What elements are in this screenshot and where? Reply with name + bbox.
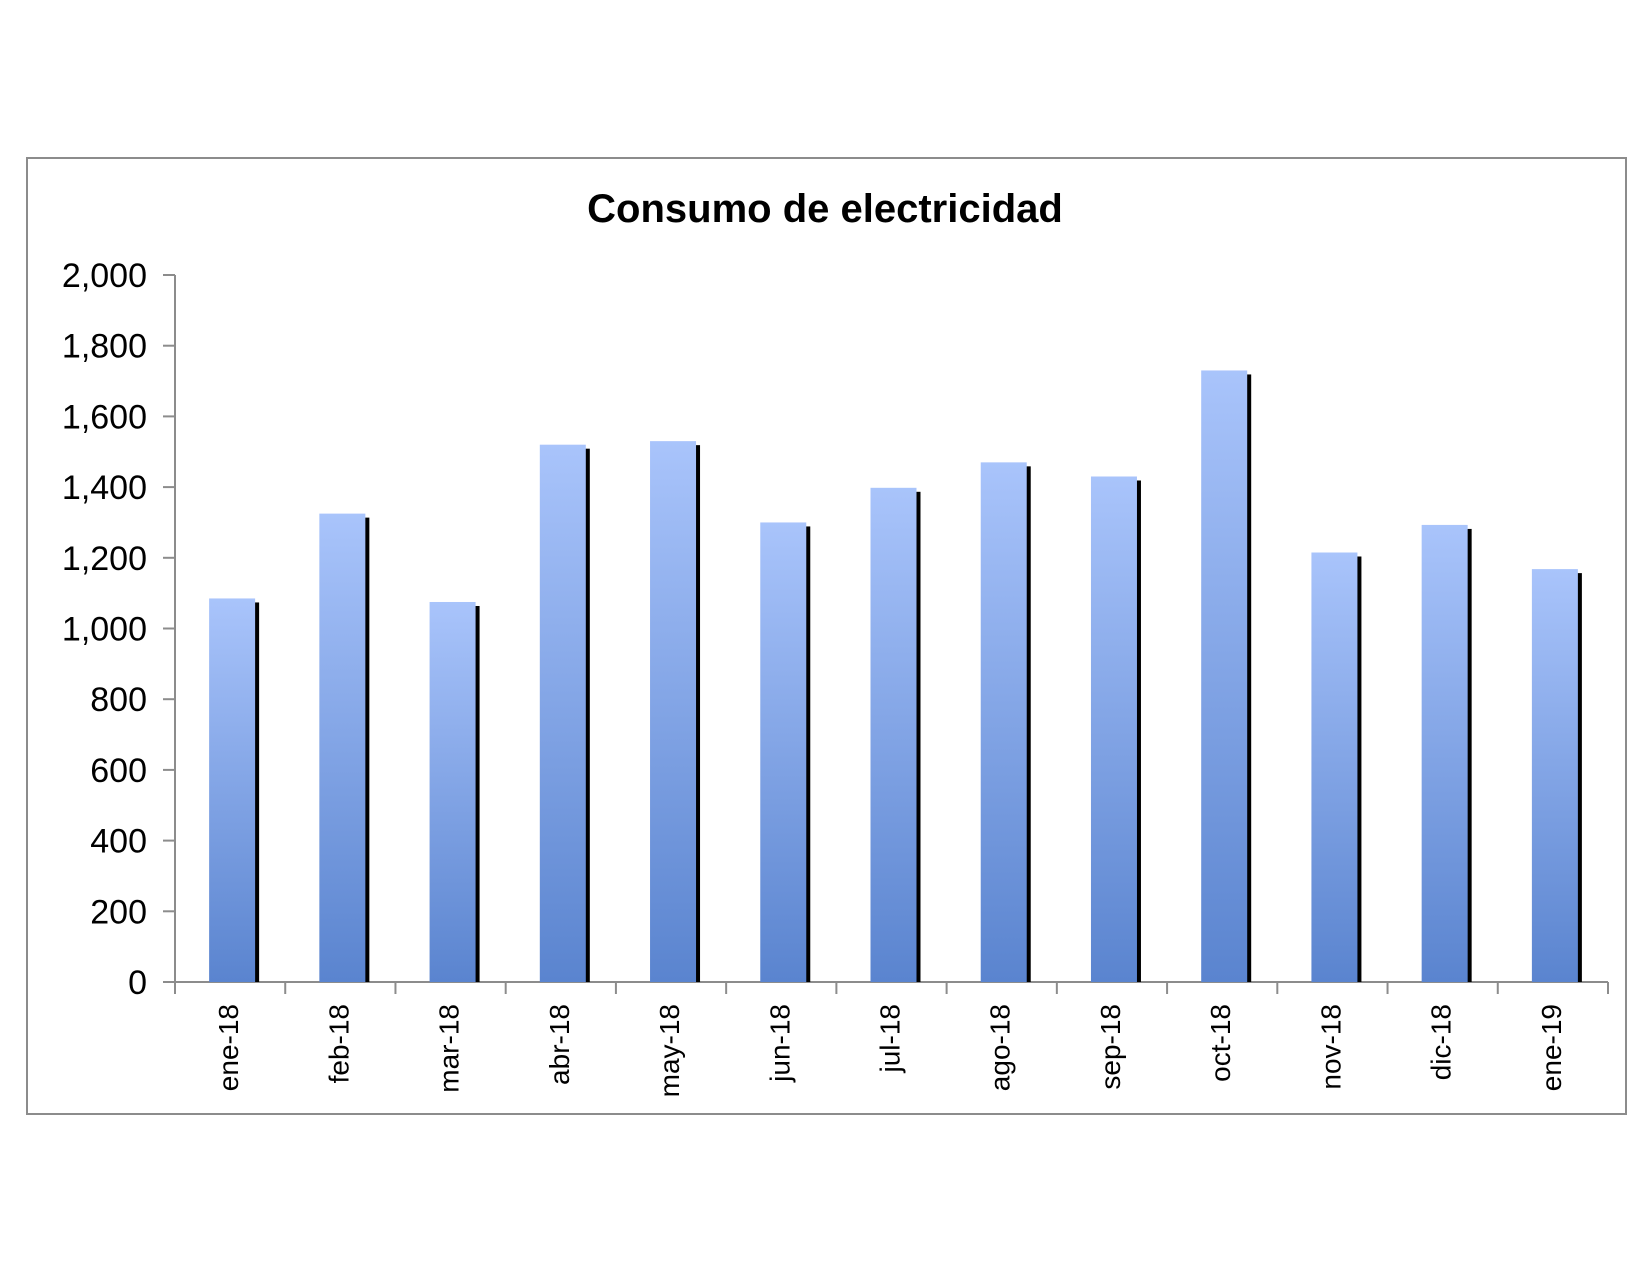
bar (1531, 569, 1578, 982)
y-tick-label: 200 (90, 893, 147, 931)
bar (760, 522, 807, 982)
x-tick-label: ene-19 (1536, 1004, 1567, 1091)
y-tick-labels: 0 200 400 600 800 1,000 1,200 1,400 1,600 1,800 2,… (62, 257, 147, 1002)
bar (650, 441, 697, 982)
bar (1311, 552, 1358, 982)
bars (209, 370, 1582, 983)
bar (429, 601, 476, 982)
y-tick-label: 1,000 (62, 611, 147, 649)
x-tick-label: ene-18 (213, 1004, 244, 1091)
x-tick-label: nov-18 (1315, 1004, 1346, 1090)
x-tick-label: mar-18 (434, 1004, 465, 1093)
bar (539, 444, 586, 982)
bar (980, 462, 1027, 983)
bar (1421, 524, 1468, 982)
y-tick-label: 0 (128, 964, 147, 1002)
y-tick-label: 1,200 (62, 540, 147, 578)
y-tick-label: 1,600 (62, 398, 147, 436)
bar (870, 487, 917, 982)
x-tick-label: jul-18 (875, 1004, 906, 1073)
y-tick-label: 400 (90, 823, 147, 861)
bar (209, 598, 256, 982)
x-tick-labels: ene-18 feb-18 mar-18 abr-18 may-18 jun-18 jul-… (213, 1004, 1567, 1097)
y-tick-label: 1,400 (62, 469, 147, 507)
x-tick-label: dic-18 (1426, 1004, 1457, 1080)
bar (1090, 476, 1137, 982)
x-tick-label: ago-18 (985, 1004, 1016, 1091)
x-tick-label: jun-18 (764, 1004, 795, 1083)
y-tick-label: 1,800 (62, 328, 147, 366)
y-tick-label: 600 (90, 752, 147, 790)
bar (1201, 370, 1248, 982)
chart-title: Consumo de electricidad (587, 187, 1063, 231)
x-tick-label: feb-18 (323, 1004, 354, 1083)
x-tick-label: may-18 (654, 1004, 685, 1097)
x-tick-label: sep-18 (1095, 1004, 1126, 1090)
x-tick-label: abr-18 (544, 1004, 575, 1085)
y-tick-label: 800 (90, 681, 147, 719)
bar (319, 513, 366, 982)
y-tick-label: 2,000 (62, 257, 147, 295)
x-tick-label: oct-18 (1205, 1004, 1236, 1082)
